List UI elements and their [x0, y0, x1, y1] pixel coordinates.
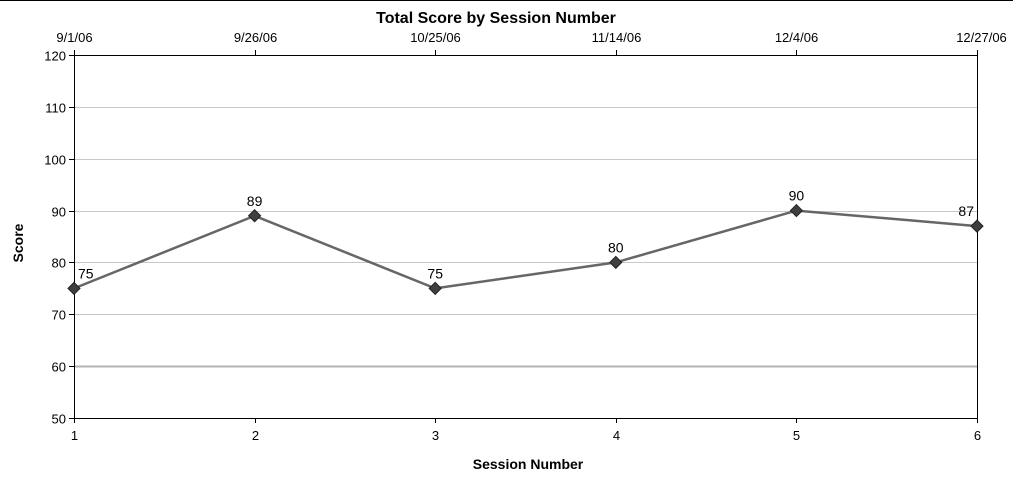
data-label: 90	[789, 188, 805, 204]
data-labels: 75 89 75 80 90 87	[78, 188, 974, 282]
data-label: 80	[608, 239, 624, 255]
data-label: 89	[247, 193, 263, 209]
x-tick-label: 4	[613, 428, 620, 443]
plot-axes: 50 60 70 80 90 100 110 120 1 9/1/06 2 9/26/06 3 10/25…	[44, 30, 1007, 443]
data-point-marker	[247, 209, 262, 223]
x-top-date-label: 11/14/06	[592, 30, 642, 45]
y-tick-label: 50	[52, 412, 66, 427]
data-point-marker	[789, 203, 804, 218]
series-line-0	[73, 209, 978, 290]
x-tick-label: 3	[432, 428, 439, 443]
x-tick-label: 5	[793, 428, 800, 443]
data-point-marker	[67, 281, 81, 296]
y-tick-label: 80	[52, 256, 66, 271]
x-tick-label: 1	[71, 428, 78, 443]
y-tick-label: 70	[52, 308, 66, 323]
y-tick-label: 60	[52, 360, 66, 375]
data-series	[67, 203, 984, 296]
x-axis-title: Session Number	[473, 456, 584, 472]
x-tick-label: 2	[252, 428, 259, 443]
x-top-date-label: 9/26/06	[234, 30, 277, 45]
x-top-date-label: 9/1/06	[56, 30, 92, 45]
data-label: 75	[427, 265, 443, 281]
y-axis-title: Score	[10, 223, 26, 262]
y-tick-label: 120	[44, 49, 66, 64]
y-tick-label: 110	[45, 101, 66, 116]
x-top-date-label: 12/27/06	[956, 30, 1007, 45]
data-point-marker	[428, 281, 442, 296]
data-point-marker	[609, 255, 623, 270]
x-tick-label: 6	[974, 428, 981, 443]
x-top-date-label: 10/25/06	[410, 30, 461, 45]
gridlines	[74, 107, 977, 368]
data-label: 87	[958, 203, 974, 219]
x-top-date-label: 12/4/06	[775, 30, 818, 45]
data-point-marker	[970, 219, 984, 233]
y-tick-label: 90	[52, 205, 66, 220]
data-label: 75	[78, 265, 94, 281]
chart-title: Total Score by Session Number	[376, 10, 616, 27]
y-tick-label: 100	[44, 153, 66, 168]
